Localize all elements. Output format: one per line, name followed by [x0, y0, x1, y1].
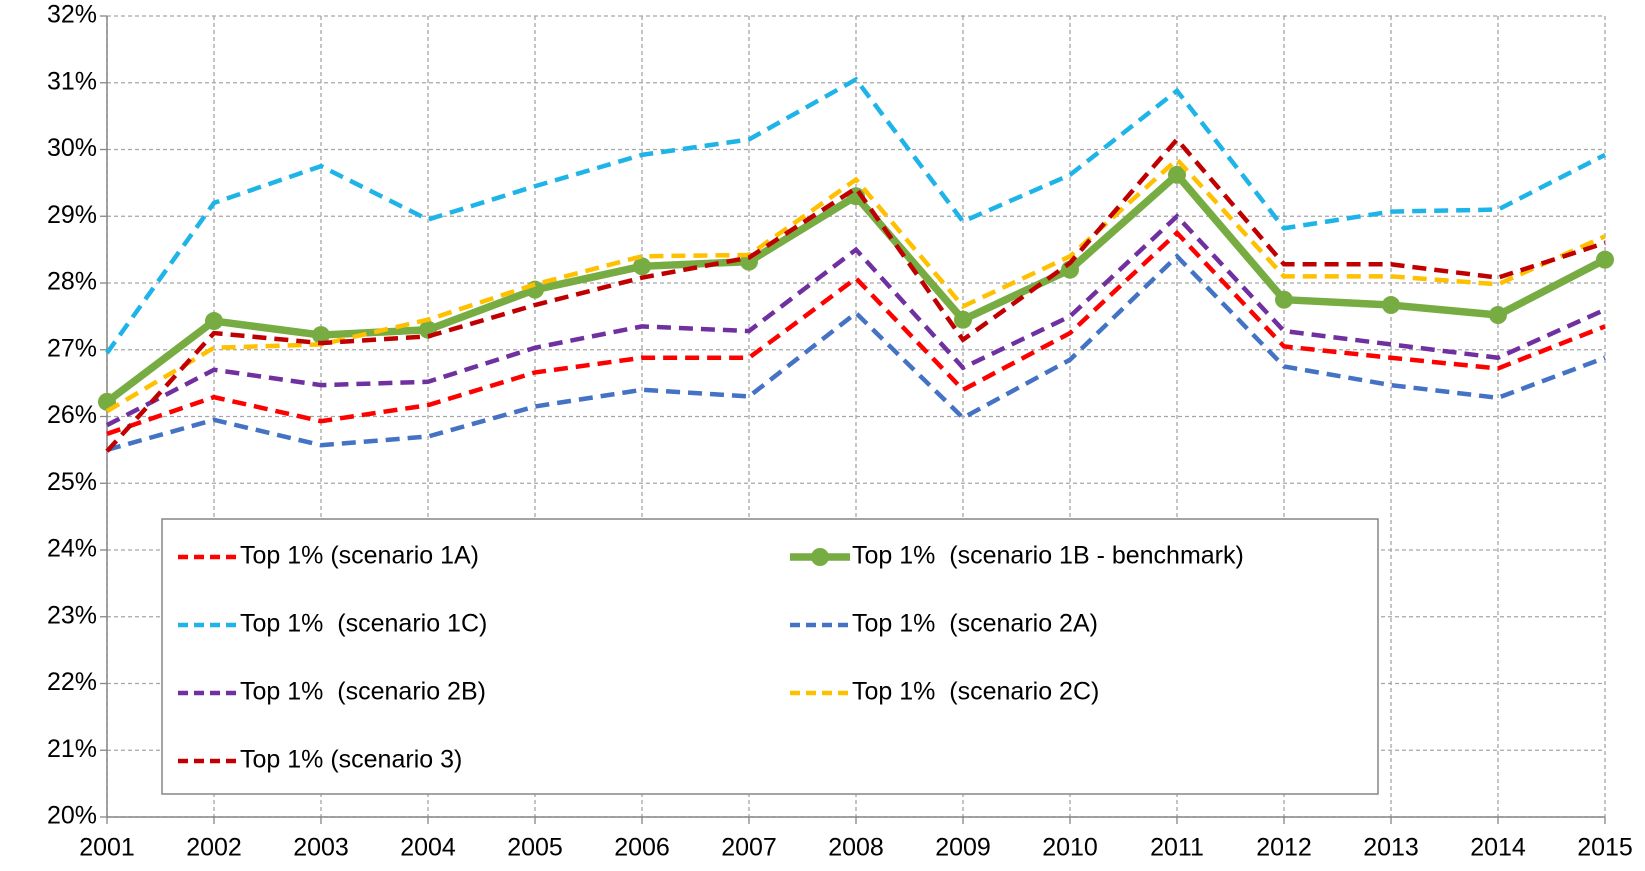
point — [312, 326, 330, 345]
x-tick-label: 2002 — [186, 834, 242, 862]
x-tick-label: 2003 — [293, 834, 349, 862]
legend-label: Top 1% (scenario 2B) — [240, 678, 486, 706]
series-line — [105, 213, 1606, 428]
x-tick-label: 2005 — [507, 834, 563, 862]
legend-label: Top 1% (scenario 1C) — [240, 610, 487, 638]
x-tick-label: 2001 — [79, 834, 135, 862]
x-tick-label: 2014 — [1470, 834, 1526, 862]
legend-label: Top 1% (scenario 1B - benchmark) — [852, 542, 1244, 570]
y-tick-label: 27% — [47, 334, 97, 362]
legend-marker — [811, 548, 829, 566]
point — [1596, 250, 1614, 269]
y-tick-label: 22% — [47, 668, 97, 696]
x-tick-label: 2008 — [828, 834, 884, 862]
point — [633, 257, 651, 276]
legend-label: Top 1% (scenario 3) — [240, 746, 462, 774]
x-tick-label: 2009 — [935, 834, 991, 862]
y-tick-label: 31% — [47, 67, 97, 95]
x-tick-label: 2012 — [1256, 834, 1312, 862]
legend: Top 1% (scenario 1A) Top 1% (scenario 1B … — [161, 518, 1379, 795]
point — [1382, 296, 1400, 315]
x-tick-label: 2015 — [1577, 834, 1633, 862]
x-tick-label: 2013 — [1363, 834, 1419, 862]
x-tick-label: 2006 — [614, 834, 670, 862]
legend-box — [161, 518, 1379, 795]
series-line — [106, 229, 1606, 436]
series-line — [105, 136, 1606, 453]
y-tick-label: 21% — [47, 735, 97, 763]
x-tick-label: 2011 — [1150, 834, 1204, 862]
x-tick-label: 2010 — [1042, 834, 1098, 862]
y-tick-label: 32% — [47, 1, 97, 29]
point — [1489, 306, 1507, 325]
point — [954, 310, 972, 329]
y-tick-label: 29% — [47, 201, 97, 229]
series-line — [106, 253, 1606, 453]
y-tick-label: 23% — [47, 601, 97, 629]
legend-label: Top 1% (scenario 2C) — [852, 678, 1099, 706]
x-tick-label: 2007 — [721, 834, 777, 862]
y-tick-label: 20% — [47, 802, 97, 830]
y-tick-label: 28% — [47, 268, 97, 296]
series-line — [105, 156, 1606, 414]
point — [526, 280, 544, 299]
point — [205, 312, 223, 331]
y-tick-label: 25% — [47, 468, 97, 496]
y-tick-label: 26% — [47, 401, 97, 429]
y-tick-label: 30% — [47, 134, 97, 162]
point — [1275, 290, 1293, 309]
legend-label: Top 1% (scenario 2A) — [852, 610, 1098, 638]
y-tick-label: 24% — [47, 535, 97, 563]
point — [1168, 165, 1186, 184]
series-line — [105, 76, 1607, 355]
x-tick-label: 2004 — [400, 834, 456, 862]
legend-label: Top 1% (scenario 1A) — [240, 542, 479, 570]
